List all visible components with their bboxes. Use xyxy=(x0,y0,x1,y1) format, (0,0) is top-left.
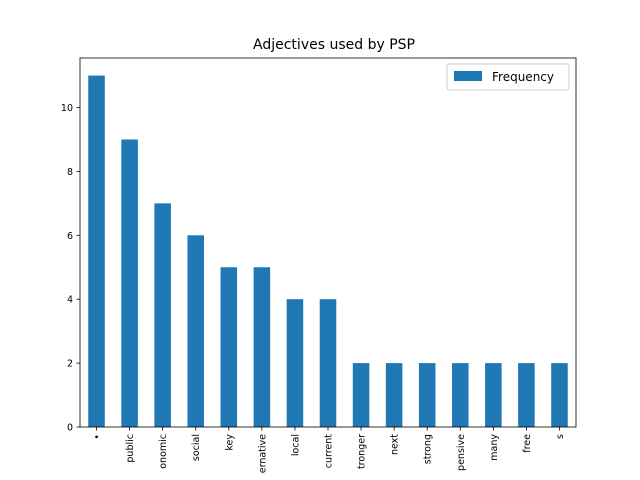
x-tick-label-4: key xyxy=(224,434,235,451)
bar-13 xyxy=(518,363,535,427)
bars-group xyxy=(88,75,568,428)
bar-6 xyxy=(286,299,304,427)
y-tick-label-2: 4 xyxy=(67,295,73,306)
x-tick-label-9: next xyxy=(390,434,401,455)
x-tick-label-14: s xyxy=(555,434,566,439)
x-tick-label-5: ernative xyxy=(257,434,268,473)
x-tick-label-10: strong xyxy=(423,434,434,464)
x-tick-label-2: onomic xyxy=(158,434,169,469)
x-tick-label-0: • xyxy=(92,434,103,440)
y-tick-label-0: 0 xyxy=(67,423,73,434)
bar-1 xyxy=(121,139,138,427)
bar-12 xyxy=(485,363,502,427)
legend-swatch xyxy=(454,71,482,81)
bar-5 xyxy=(253,267,271,427)
x-tick-label-11: pensive xyxy=(456,434,467,471)
bar-14 xyxy=(551,363,568,427)
x-tick-label-7: current xyxy=(324,434,335,469)
y-axis: 0 2 4 6 8 10 xyxy=(61,103,80,434)
y-tick-label-5: 10 xyxy=(61,103,73,114)
x-tick-label-13: free xyxy=(522,434,533,453)
x-axis: • public onomic social key ernative local curre… xyxy=(92,427,566,473)
bar-7 xyxy=(319,299,337,427)
bar-0 xyxy=(88,75,105,428)
x-tick-label-6: local xyxy=(290,434,301,456)
plot-frame xyxy=(79,57,577,428)
bar-9 xyxy=(385,363,403,427)
chart-title: Adjectives used by PSP xyxy=(253,37,415,53)
x-tick-label-3: social xyxy=(191,434,202,461)
y-tick-label-4: 8 xyxy=(67,167,73,178)
x-tick-label-8: tronger xyxy=(357,434,368,469)
bar-2 xyxy=(154,203,171,427)
bar-10 xyxy=(418,363,436,427)
bar-4 xyxy=(220,267,238,427)
legend: Frequency xyxy=(446,63,570,91)
bar-11 xyxy=(452,363,469,427)
y-tick-label-3: 6 xyxy=(67,231,73,242)
x-tick-label-1: public xyxy=(125,434,136,463)
x-tick-label-12: many xyxy=(489,434,500,461)
legend-label: Frequency xyxy=(492,70,554,84)
bar-8 xyxy=(352,363,370,427)
y-tick-label-1: 2 xyxy=(67,359,73,370)
bar-3 xyxy=(187,235,204,427)
legend-box xyxy=(446,63,570,91)
